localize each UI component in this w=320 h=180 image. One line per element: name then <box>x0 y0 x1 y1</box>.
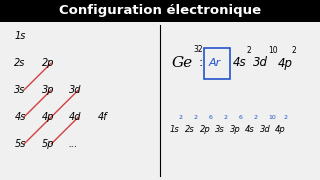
Text: 5s: 5s <box>14 139 26 149</box>
Text: 2: 2 <box>246 46 251 55</box>
Text: 1s: 1s <box>14 31 26 41</box>
Text: 4p: 4p <box>275 125 286 134</box>
Text: 10: 10 <box>268 46 278 55</box>
Text: 3d: 3d <box>253 57 268 69</box>
Text: 3p: 3p <box>230 125 241 134</box>
Text: 3s: 3s <box>215 125 224 134</box>
Text: 2: 2 <box>224 115 228 120</box>
Bar <box>0 0 320 22</box>
Text: 2p: 2p <box>200 125 211 134</box>
Text: 3d: 3d <box>69 85 81 95</box>
Text: 4p: 4p <box>278 57 293 69</box>
Text: 4s: 4s <box>245 125 254 134</box>
Text: 4p: 4p <box>42 112 54 122</box>
Text: 5p: 5p <box>42 139 54 149</box>
Text: 32: 32 <box>193 45 203 54</box>
Text: 4s: 4s <box>14 112 26 122</box>
Text: 3s: 3s <box>14 85 26 95</box>
Text: 2: 2 <box>254 115 258 120</box>
Text: 2s: 2s <box>185 125 194 134</box>
Text: :: : <box>198 57 203 69</box>
Text: 3d: 3d <box>260 125 271 134</box>
Text: ...: ... <box>69 139 78 149</box>
Text: 4f: 4f <box>98 112 107 122</box>
Text: 4d: 4d <box>69 112 81 122</box>
Text: 2: 2 <box>292 46 296 55</box>
Text: 1s: 1s <box>170 125 179 134</box>
Text: Ar: Ar <box>208 58 220 68</box>
Text: 2: 2 <box>284 115 288 120</box>
Text: 2: 2 <box>179 115 182 120</box>
Text: 10: 10 <box>269 115 276 120</box>
Text: Ge: Ge <box>171 56 192 70</box>
Text: 6: 6 <box>239 115 243 120</box>
Text: 6: 6 <box>209 115 212 120</box>
Text: 2: 2 <box>194 115 198 120</box>
Text: 3p: 3p <box>42 85 54 95</box>
Text: 2p: 2p <box>42 58 54 68</box>
Text: 2s: 2s <box>14 58 26 68</box>
Text: Configuration électronique: Configuration électronique <box>59 4 261 17</box>
Text: 4s: 4s <box>233 57 247 69</box>
